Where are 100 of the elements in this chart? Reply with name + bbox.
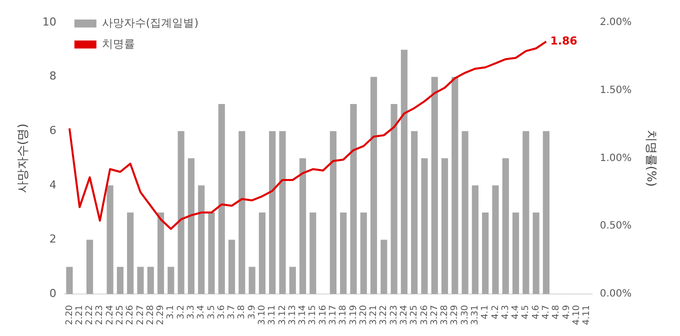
bar (258, 212, 266, 294)
x-tick-label: 3.12 (278, 304, 288, 326)
bar (127, 212, 134, 294)
x-tick-label: 3.7 (227, 304, 238, 320)
x-tick-label: 4.5 (521, 304, 532, 320)
bar (492, 185, 499, 294)
x-tick-label: 4.9 (562, 304, 572, 320)
y2-tick-label: 1.00% (600, 152, 632, 164)
bar (411, 131, 418, 294)
bar (178, 131, 184, 294)
bar (441, 158, 448, 294)
x-tick-label: 3.6 (216, 304, 227, 320)
bar (512, 212, 520, 294)
x-tick-label: 3.13 (288, 304, 298, 326)
x-tick-label: 2.28 (146, 304, 156, 326)
y-axis-title: 사망자수(명) (15, 124, 30, 193)
x-tick-label: 3.1 (166, 304, 176, 320)
data-label: 1.86 (550, 34, 578, 48)
bar (147, 266, 154, 294)
bar (532, 212, 540, 294)
x-tick-label: 2.24 (105, 304, 116, 326)
bar (279, 131, 286, 294)
x-tick-label: 3.16 (318, 304, 328, 326)
bar (66, 266, 73, 294)
x-tick-label: 3.22 (379, 304, 390, 326)
x-tick-label: 4.10 (572, 304, 582, 326)
bar (168, 266, 174, 294)
x-tick-label: 3.2 (176, 304, 186, 320)
y-tick-label: 8 (49, 70, 56, 83)
x-tick-label: 3.19 (348, 304, 359, 326)
bar (482, 212, 489, 294)
y2-tick-label: 0.50% (600, 220, 632, 232)
x-tick-label: 4.8 (552, 304, 562, 320)
bar (360, 212, 367, 294)
x-tick-label: 3.23 (389, 304, 400, 326)
x-tick-label: 3.3 (186, 304, 197, 320)
x-tick-label: 3.8 (237, 304, 248, 320)
x-tick-label: 4.4 (511, 304, 522, 320)
x-tick-label: 4.3 (500, 304, 511, 320)
bar (208, 212, 215, 294)
bar (269, 131, 276, 294)
bar (157, 212, 164, 294)
x-tick-label: 4.11 (582, 304, 592, 326)
x-tick-label: 3.9 (247, 304, 258, 320)
x-tick-label: 3.20 (358, 304, 369, 326)
x-tick-label: 4.1 (480, 304, 491, 320)
bar (228, 240, 236, 294)
x-tick-label: 4.7 (542, 304, 552, 320)
bar (106, 185, 114, 294)
y2-tick-label: 0.00% (600, 288, 632, 300)
bar (452, 76, 458, 294)
x-tick-label: 2.29 (156, 304, 166, 326)
bar (431, 76, 438, 294)
x-tick-label: 3.14 (298, 304, 308, 326)
y-tick-label: 0 (49, 286, 56, 300)
bar (380, 240, 388, 294)
bar (238, 131, 246, 294)
x-tick-label: 4.2 (490, 304, 501, 320)
x-tick-label: 3.29 (450, 304, 460, 326)
x-tick-label: 3.21 (369, 304, 380, 326)
x-tick-label: 3.11 (268, 304, 278, 326)
x-tick-label: 3.30 (460, 304, 470, 326)
bar (248, 266, 256, 294)
x-tick-label: 3.5 (206, 304, 217, 320)
x-tick-label: 2.20 (64, 304, 75, 326)
bar (299, 158, 306, 294)
bar (400, 50, 408, 294)
bar (310, 212, 316, 294)
bar (472, 185, 478, 294)
x-tick-label: 3.27 (430, 304, 440, 326)
bar (198, 185, 205, 294)
bar (522, 131, 530, 294)
bar (370, 76, 378, 294)
x-tick-label: 3.25 (410, 304, 420, 326)
x-tick-label: 2.21 (74, 304, 85, 326)
bar (86, 240, 94, 294)
bar (116, 266, 124, 294)
bar (350, 104, 357, 294)
x-tick-label: 3.31 (470, 304, 481, 326)
y2-tick-label: 1.50% (600, 85, 632, 96)
x-tick-label: 3.17 (328, 304, 339, 326)
x-tick-label: 2.26 (126, 304, 136, 326)
legend-label: 사망자수(집계일별) (102, 16, 198, 30)
bar (390, 104, 398, 294)
bar (462, 131, 468, 294)
x-tick-label: 3.24 (400, 304, 410, 326)
x-tick-label: 3.18 (338, 304, 349, 326)
y-tick-label: 10 (42, 15, 56, 28)
bar (218, 104, 225, 294)
y-tick-label: 4 (49, 178, 56, 192)
bar (137, 266, 144, 294)
y2-tick-label: 2.00% (600, 17, 632, 28)
x-tick-label: 2.25 (116, 304, 126, 326)
bar (289, 266, 296, 294)
bar (542, 131, 550, 294)
x-tick-label: 3.4 (196, 304, 207, 320)
y-tick-label: 6 (49, 124, 56, 138)
x-tick-label: 2.27 (136, 304, 146, 326)
bar (502, 158, 509, 294)
bar (421, 158, 428, 294)
